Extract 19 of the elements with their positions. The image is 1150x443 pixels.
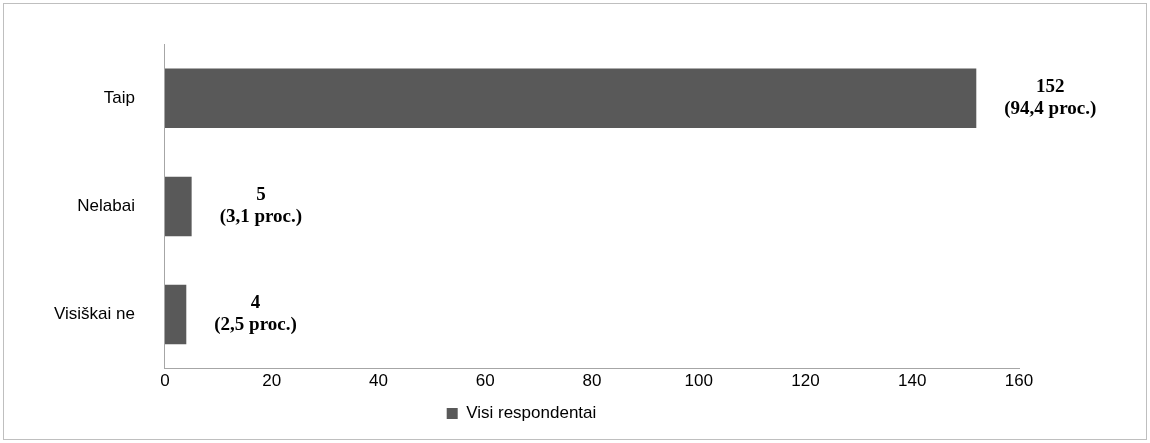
bar [164,68,977,128]
bar [164,284,187,345]
x-tick-label: 160 [1004,371,1034,391]
x-tick-label: 80 [582,371,602,391]
x-tick-label: 0 [160,371,170,391]
x-tick-label: 140 [898,371,927,391]
x-tick-label: 100 [684,371,713,391]
y-tick-label: Visiškai ne [54,304,135,324]
x-tick-label: 60 [475,371,495,391]
legend-label: Visi respondentai [466,403,597,423]
y-tick-label: Nelabai [77,196,135,216]
y-tick-label: Taip [103,87,135,107]
bar [164,176,192,237]
data-label: 152 (94,4 proc.) [1004,75,1097,120]
x-tick-label: 40 [369,371,388,391]
x-tick-label: 20 [262,371,282,391]
data-label: 4 (2,5 proc.) [214,291,297,336]
data-label: 5 (3,1 proc.) [219,183,303,228]
x-tick-label: 120 [791,371,820,391]
